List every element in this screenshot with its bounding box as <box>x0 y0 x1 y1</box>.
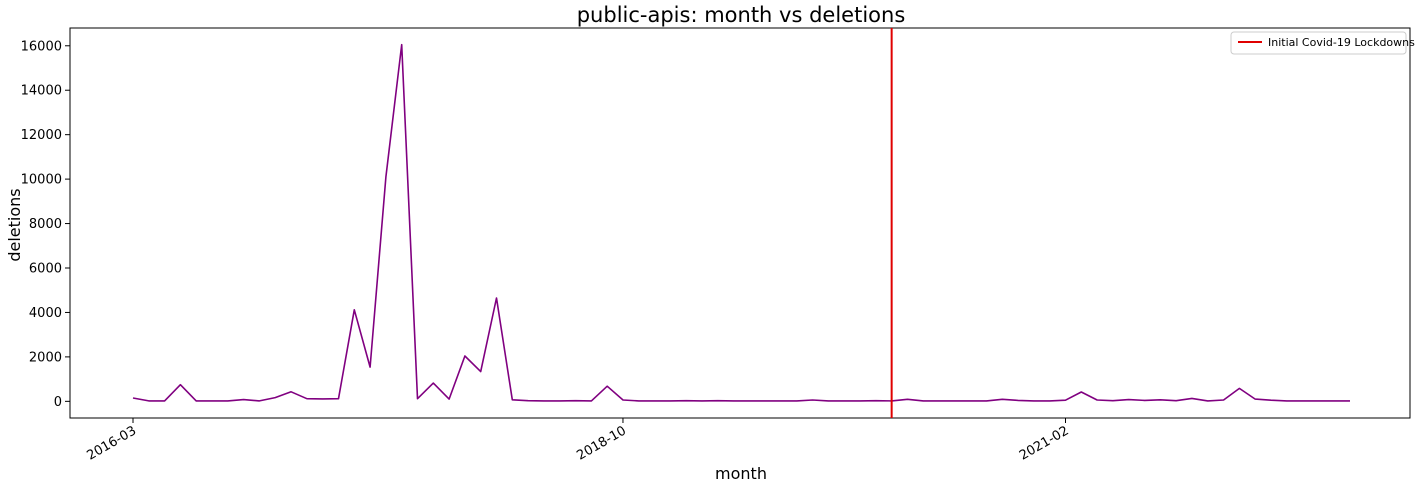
y-tick-label: 6000 <box>29 262 62 277</box>
y-tick-label: 4000 <box>29 306 62 321</box>
series-line <box>132 43 1350 402</box>
x-axis-label: month <box>715 464 767 483</box>
y-tick-label: 8000 <box>29 217 62 232</box>
x-tick-label: 2016-03 <box>84 423 139 463</box>
y-tick-label: 16000 <box>21 39 62 54</box>
plot-frame <box>69 27 1411 419</box>
y-tick-label: 10000 <box>21 173 62 188</box>
legend-label: Initial Covid-19 Lockdowns <box>1268 36 1415 49</box>
y-tick-label: 12000 <box>21 128 62 143</box>
y-axis: 0 2000 4000 6000 8000 10000 12000 14000 16000 <box>21 39 70 410</box>
y-tick-label: 2000 <box>29 350 62 365</box>
x-axis: 2016-03 2018-10 2021-02 <box>84 418 1072 464</box>
y-tick-label: 14000 <box>21 84 62 99</box>
series-layer <box>132 43 1350 402</box>
y-axis-label: deletions <box>5 188 24 261</box>
x-tick-label: 2021-02 <box>1017 423 1072 463</box>
y-tick-label: 0 <box>54 395 62 410</box>
legend-box <box>1230 31 1407 55</box>
x-tick-label: 2018-10 <box>574 423 629 463</box>
legend: Initial Covid-19 Lockdowns <box>1230 31 1415 55</box>
chart-title: public-apis: month vs deletions <box>577 3 906 27</box>
